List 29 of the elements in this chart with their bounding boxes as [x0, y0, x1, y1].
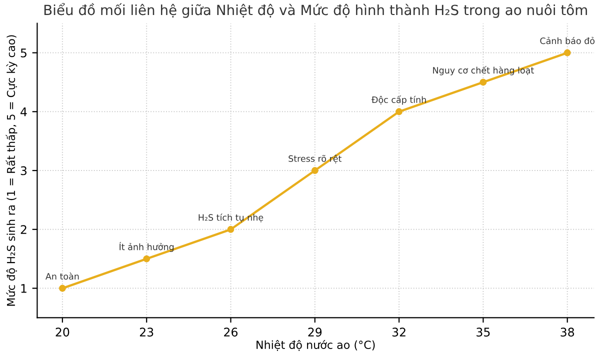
- point: [396, 108, 403, 116]
- x-tick-label: 32: [392, 328, 406, 337]
- x-tick-label: 29: [308, 328, 322, 337]
- y-axis-title: Mức độ H₂S sinh ra (1 = Rất thấp, 5 = Cực kỳ cao): [6, 35, 18, 306]
- annotation: Ít ảnh hưởng: [120, 242, 174, 252]
- y-tick-label: 1: [21, 284, 26, 293]
- x-tick-label: 26: [224, 328, 238, 337]
- x-tick-label: 35: [476, 328, 490, 337]
- annotation: Độc cấp tính: [372, 95, 426, 105]
- point: [480, 78, 487, 86]
- point: [58, 284, 66, 292]
- point: [311, 167, 318, 174]
- x-axis-title: Nhiệt độ nước ao (°C): [256, 340, 375, 351]
- annotation: Stress rõ rệt: [288, 154, 342, 164]
- x-tick-label: 23: [140, 328, 154, 337]
- x-tick-label: 38: [560, 328, 574, 337]
- annotation: An toàn: [46, 272, 79, 280]
- annotation: Cảnh báo đỏ: [540, 36, 595, 44]
- y-tick-label: 5: [20, 48, 26, 58]
- y-tick-label: 3: [20, 166, 27, 176]
- annotation: H₂S tích tụ nhẹ: [198, 214, 264, 222]
- y-tick-label: 4: [20, 108, 27, 116]
- point: [564, 49, 571, 56]
- point: [143, 255, 150, 262]
- x-tick-label: 20: [56, 328, 70, 337]
- y-tick-label: 2: [20, 225, 26, 234]
- annotation: Nguy cơ chết hàng loạt: [433, 66, 534, 76]
- point: [227, 226, 234, 233]
- chart-title: Biểu đồ mối liên hệ giữa Nhiệt độ và Mức độ hình thành H₂S trong ao nuôi tôm: [44, 3, 587, 18]
